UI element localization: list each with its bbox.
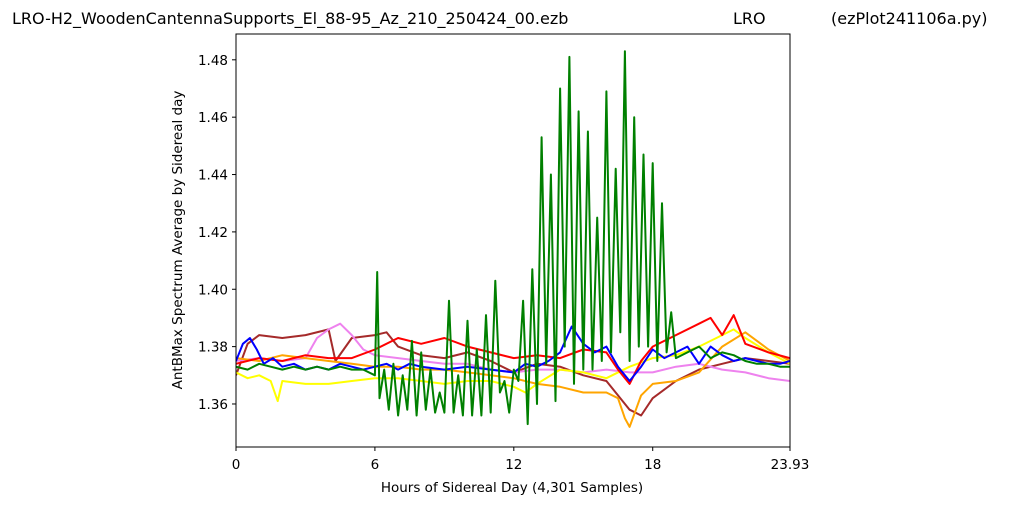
title-filename: LRO-H2_WoodenCantennaSupports_El_88-95_A… [12, 9, 568, 29]
title-program: (ezPlot241106a.py) [831, 9, 987, 28]
x-tick-label: 6 [371, 457, 380, 473]
x-tick-label: 18 [644, 457, 661, 473]
x-tick-label: 23.93 [771, 457, 810, 473]
series-line-4 [236, 314, 790, 385]
y-tick-label: 1.42 [198, 225, 228, 241]
y-tick-label: 1.38 [198, 340, 228, 356]
y-tick-label: 1.36 [198, 397, 228, 413]
series-layer [236, 50, 790, 428]
series-line-3 [236, 331, 790, 428]
y-axis: 1.36 1.38 1.40 1.42 1.44 1.46 1.48 [198, 53, 236, 413]
x-tick-label: 12 [505, 457, 522, 473]
series-line-1 [236, 322, 790, 382]
title-site: LRO [733, 9, 766, 28]
x-axis: 0 6 12 18 23.93 [232, 447, 810, 473]
x-tick-label: 0 [232, 457, 241, 473]
plot-frame [235, 33, 791, 448]
y-tick-label: 1.40 [198, 282, 228, 298]
series-line-6 [236, 50, 790, 426]
y-axis-label: AntBMax Spectrum Average by Sidereal day [170, 91, 186, 390]
y-tick-label: 1.44 [198, 168, 228, 184]
series-line-2 [236, 328, 790, 403]
x-axis-label: Hours of Sidereal Day (4,301 Samples) [381, 480, 643, 496]
y-tick-label: 1.46 [198, 110, 228, 126]
y-tick-label: 1.48 [198, 53, 228, 69]
